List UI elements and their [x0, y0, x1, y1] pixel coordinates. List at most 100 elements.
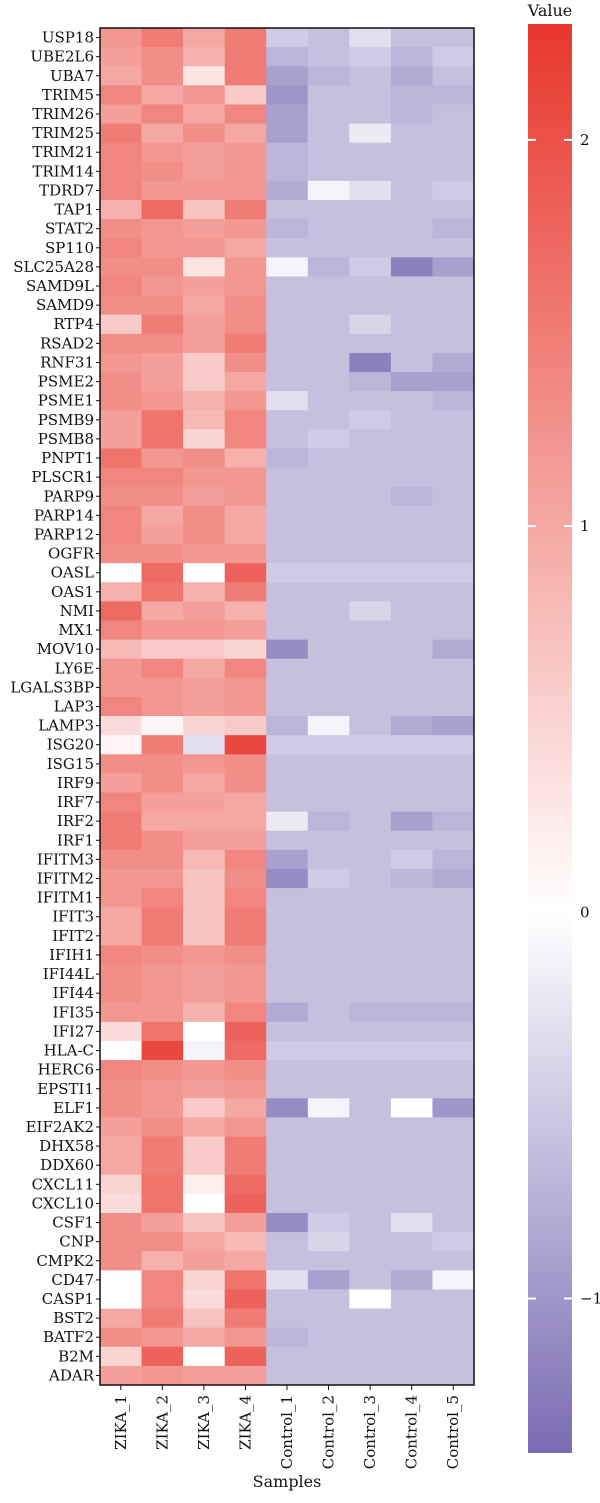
heatmap-cell [183, 1232, 226, 1252]
heatmap-cell [390, 582, 433, 602]
heatmap-cell [266, 123, 309, 144]
heatmap-cell [349, 28, 392, 48]
heatmap-cell [390, 85, 433, 105]
heatmap-cell [266, 1021, 309, 1042]
column-label: Control_2 [320, 1395, 338, 1469]
heatmap-cell [100, 1174, 142, 1195]
heatmap-cell [390, 104, 433, 124]
heatmap-cell [349, 142, 392, 163]
heatmap-cell [100, 888, 142, 908]
heatmap-cell [224, 1346, 267, 1367]
heatmap-cell [307, 429, 350, 449]
heatmap-cell [432, 868, 475, 889]
row-label: OASL [51, 564, 94, 582]
row-label: IRF9 [57, 774, 94, 792]
heatmap-cell [390, 735, 433, 755]
heatmap-cell [432, 1212, 475, 1233]
heatmap-cell [224, 429, 267, 449]
heatmap-cell [307, 1270, 350, 1290]
heatmap-cell [183, 1174, 226, 1195]
heatmap-cell [224, 964, 267, 985]
heatmap-cell [266, 1346, 309, 1367]
row-label: ISG20 [47, 736, 94, 754]
heatmap-cell [141, 1021, 184, 1042]
heatmap-cell [307, 85, 350, 105]
heatmap-cell [349, 85, 392, 105]
column-label: Control_3 [361, 1395, 379, 1469]
heatmap-cell [141, 180, 184, 201]
heatmap-cell [390, 238, 433, 258]
heatmap-cell [432, 180, 475, 201]
column-labels: ZIKA_1 ZIKA_2 ZIKA_3 ZIKA_4 Control_1 Control… [112, 1385, 462, 1469]
heatmap-cell [224, 945, 267, 965]
heatmap-cell [224, 352, 267, 373]
column-label: ZIKA_2 [153, 1395, 171, 1450]
heatmap-cell [432, 104, 475, 124]
heatmap-cell [307, 391, 350, 411]
heatmap-cell [224, 1365, 267, 1386]
heatmap-cell [266, 333, 309, 354]
heatmap-cell [307, 907, 350, 927]
heatmap-cell [266, 1117, 309, 1137]
heatmap-cell [390, 448, 433, 468]
heatmap-cell [141, 429, 184, 449]
heatmap-cell [390, 945, 433, 965]
heatmap-cell [349, 620, 392, 640]
heatmap-cell [183, 1136, 226, 1157]
heatmap-cell [390, 352, 433, 373]
heatmap-cell [432, 1270, 475, 1290]
heatmap-cell [307, 983, 350, 1004]
heatmap-cell [390, 1251, 433, 1271]
heatmap-cell [307, 200, 350, 220]
heatmap-cell [224, 601, 267, 621]
heatmap-cell [349, 352, 392, 373]
heatmap-cell [432, 429, 475, 449]
heatmap-cell [390, 257, 433, 277]
heatmap-cell [390, 926, 433, 946]
heatmap-cell [141, 1365, 184, 1386]
heatmap-cell [307, 620, 350, 640]
heatmap-cell [432, 66, 475, 86]
heatmap-cell [266, 104, 309, 124]
row-label: IRF1 [57, 831, 94, 849]
heatmap-cell [183, 811, 226, 832]
heatmap-cell [390, 295, 433, 316]
row-label: IFI44L [43, 965, 94, 983]
heatmap-cell [183, 1060, 226, 1080]
heatmap-cell [390, 696, 433, 717]
heatmap-cell [141, 505, 184, 526]
heatmap-cell [141, 983, 184, 1004]
heatmap-cell [224, 1251, 267, 1271]
heatmap-cell [266, 142, 309, 163]
heatmap-cells [100, 28, 475, 1386]
heatmap-cell [307, 849, 350, 870]
heatmap-cell [141, 104, 184, 124]
row-label: IRF7 [57, 793, 94, 811]
heatmap-cell [432, 601, 475, 621]
heatmap-cell [432, 639, 475, 660]
heatmap-cell [349, 964, 392, 985]
heatmap-cell [100, 1327, 142, 1348]
heatmap-cell [224, 563, 267, 583]
heatmap-cell [141, 391, 184, 411]
heatmap-cell [141, 1136, 184, 1157]
row-label: ISG15 [47, 755, 94, 773]
heatmap-cell [224, 639, 267, 660]
heatmap-cell [307, 601, 350, 621]
heatmap-cell [183, 1251, 226, 1271]
heatmap-cell [307, 314, 350, 335]
heatmap-cell [432, 1346, 475, 1367]
heatmap-cell [432, 658, 475, 679]
heatmap-cell [100, 66, 142, 86]
heatmap-cell [224, 658, 267, 679]
heatmap-cell [266, 696, 309, 717]
heatmap-cell [183, 219, 226, 239]
row-label: TAP1 [54, 201, 94, 219]
heatmap-cell [266, 314, 309, 335]
heatmap-cell [390, 1327, 433, 1348]
heatmap-cell [390, 200, 433, 220]
heatmap-cell [432, 505, 475, 526]
heatmap-cell [100, 257, 142, 277]
heatmap-cell [390, 391, 433, 411]
row-label: NMI [60, 602, 94, 620]
